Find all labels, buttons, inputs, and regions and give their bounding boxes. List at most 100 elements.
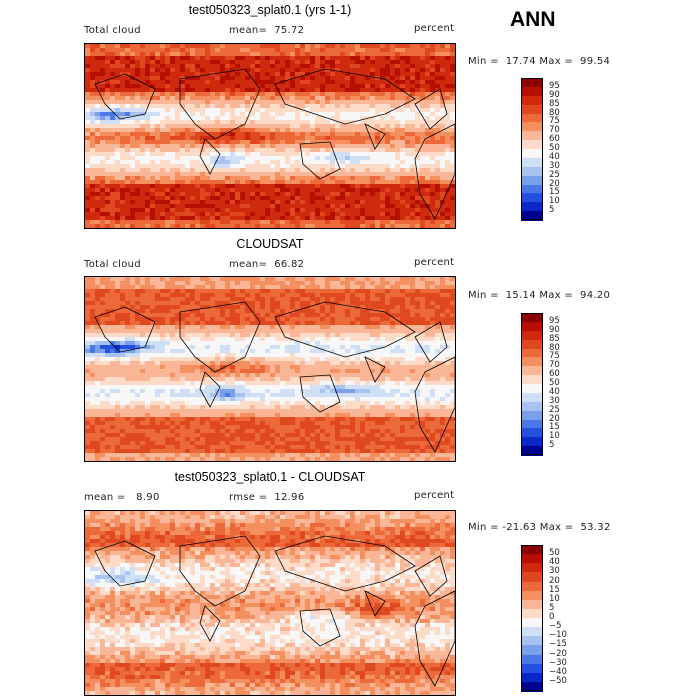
colorbar-tick-label: 80: [549, 342, 560, 353]
colorbar-tick-label: 50: [549, 143, 560, 153]
panel-1-minmax-label: Min = 17.74 Max = 99.54: [468, 56, 611, 67]
panel-1-units-label: percent: [414, 23, 455, 34]
colorbar-segment: [521, 175, 543, 185]
colorbar-tick-label: −40: [549, 666, 567, 677]
panel-2-field-fill: [85, 277, 455, 461]
panel-1-mean-label: mean= 75.72: [229, 25, 305, 36]
colorbar-tick-label: 90: [549, 324, 560, 335]
colorbar-segment: [521, 339, 543, 349]
colorbar-segment: [521, 113, 543, 123]
colorbar-tick-label: 30: [549, 395, 560, 406]
colorbar-segment: [521, 608, 543, 619]
colorbar-segment: [521, 131, 543, 141]
colorbar-segment: [521, 627, 543, 637]
colorbar-segment: [521, 313, 543, 323]
colorbar-segment: [521, 348, 543, 358]
colorbar-tick-label: −15: [549, 639, 567, 650]
panel-1-map: [84, 43, 456, 229]
colorbar-tick-label: 15: [549, 584, 560, 595]
panel-2-coastlines: [94, 301, 455, 453]
colorbar-tick-label: 10: [549, 431, 560, 442]
colorbar-segment: [521, 554, 543, 564]
season-label: ANN: [510, 8, 556, 31]
colorbar-segment: [521, 157, 543, 168]
colorbar-tick-label: 60: [549, 369, 560, 380]
colorbar-segment: [521, 357, 543, 367]
colorbar-tick-label: 30: [549, 160, 560, 171]
panel-3-units-label: percent: [414, 490, 455, 501]
panel-2-title: CLOUDSAT: [236, 237, 304, 251]
colorbar-tick-label: 50: [549, 378, 560, 388]
colorbar-segment: [521, 86, 543, 97]
panel-2-map: [84, 276, 456, 462]
panel-2-minmax-label: Min = 15.14 Max = 94.20: [468, 290, 611, 301]
colorbar-tick-label: 20: [549, 178, 560, 189]
colorbar-tick-label: 95: [549, 80, 560, 91]
colorbar-tick-label: 0: [549, 612, 555, 622]
colorbar-tick-label: 15: [549, 187, 560, 198]
colorbar-tick-label: 5: [549, 602, 555, 613]
panel-3-field: [85, 511, 455, 695]
colorbar-tick-label: 10: [549, 593, 560, 604]
colorbar-outline: [521, 545, 543, 691]
colorbar-segment: [521, 384, 543, 394]
colorbar-tick-label: 30: [549, 566, 560, 577]
colorbar-segment: [521, 428, 543, 438]
colorbar-tick-label: 75: [549, 351, 560, 362]
colorbar-outline: [521, 78, 543, 220]
colorbar-tick-label: 90: [549, 89, 560, 100]
panel-3-field-fill: [85, 511, 455, 695]
colorbar-outline: [521, 313, 543, 455]
colorbar-segment: [521, 410, 543, 420]
colorbar-segment: [521, 321, 543, 332]
panel-3-mean-label: mean = 8.90: [84, 492, 160, 503]
panel-3-minmax-label: Min = -21.63 Max = 53.32: [468, 522, 611, 533]
panel-3-rmse-label: rmse = 12.96: [229, 492, 305, 503]
colorbar-segment: [521, 104, 543, 114]
colorbar-segment: [521, 392, 543, 403]
colorbar-tick-label: 60: [549, 134, 560, 145]
colorbar-segment: [521, 681, 543, 692]
colorbar-segment: [521, 545, 543, 555]
panel-1-coastlines: [94, 68, 455, 220]
colorbar-segment: [521, 419, 543, 429]
colorbar-tick-label: 20: [549, 575, 560, 586]
colorbar-segment: [521, 401, 543, 412]
panel-2-units-label: percent: [414, 257, 455, 268]
colorbar-tick-label: 70: [549, 125, 560, 136]
colorbar-tick-label: 40: [549, 557, 560, 568]
colorbar-tick-label: 50: [549, 548, 560, 559]
colorbar-tick-label: 25: [549, 404, 560, 415]
colorbar-segment: [521, 563, 543, 573]
colorbar-tick-label: 10: [549, 196, 560, 207]
colorbar-segment: [521, 202, 543, 212]
panel-3-coastlines: [94, 535, 455, 687]
colorbar-tick-label: −20: [549, 648, 567, 659]
colorbar-segment: [521, 95, 543, 106]
panel-2-mean-label: mean= 66.82: [229, 259, 305, 270]
panel-1-field: [85, 44, 455, 228]
colorbar-segment: [521, 149, 543, 159]
colorbar-tick-label: 95: [549, 315, 560, 326]
colorbar-segment: [521, 645, 543, 655]
colorbar-segment: [521, 211, 543, 221]
colorbar-tick-label: 85: [549, 98, 560, 109]
colorbar-segment: [521, 193, 543, 203]
panel-3-colorbar: 50 40 30 20 15 10 5 0 −5 −10 −15 −20 −30 −40 −50: [521, 545, 581, 692]
colorbar-segment: [521, 375, 543, 385]
colorbar-segment: [521, 599, 543, 610]
colorbar-segment: [521, 663, 543, 674]
colorbar-segment: [521, 446, 543, 456]
colorbar-tick-label: 25: [549, 169, 560, 180]
colorbar-tick-label: −5: [549, 621, 562, 632]
colorbar-segment: [521, 654, 543, 665]
colorbar-segment: [521, 618, 543, 628]
colorbar-segment: [521, 122, 543, 132]
panel-2-field: [85, 277, 455, 461]
colorbar-tick-label: 40: [549, 386, 560, 397]
colorbar-segment: [521, 437, 543, 447]
colorbar-tick-label: 40: [549, 151, 560, 162]
colorbar-tick-label: 75: [549, 116, 560, 127]
colorbar-tick-label: 5: [549, 205, 555, 216]
panel-2-variable-label: Total cloud: [84, 259, 141, 270]
